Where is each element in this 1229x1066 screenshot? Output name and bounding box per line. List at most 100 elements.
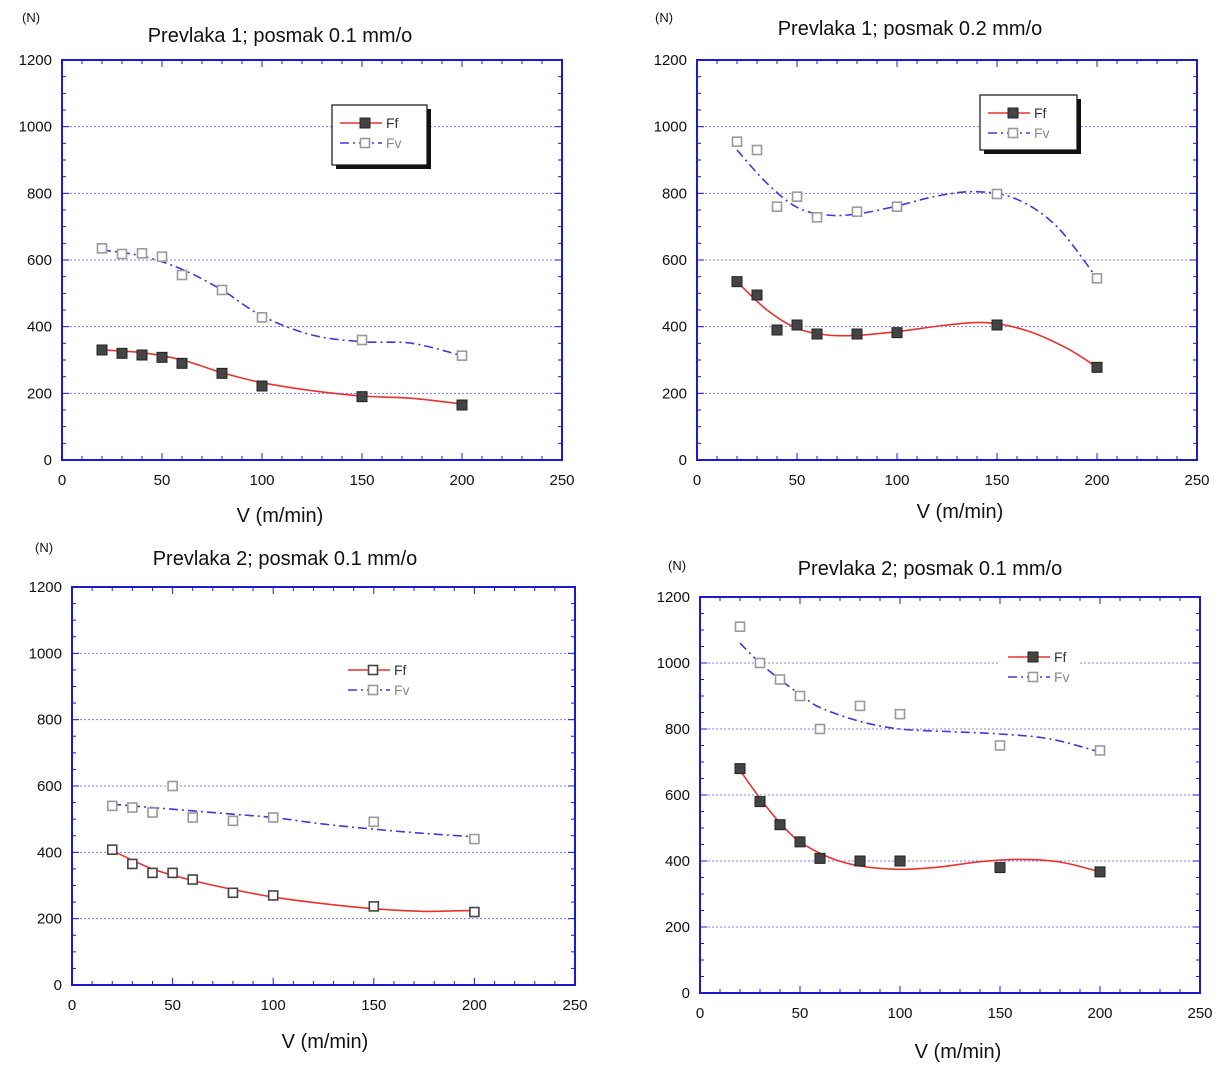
x-tick-label: 0 [696,1005,704,1022]
legend-marker-ff [367,664,379,676]
data-point-fv [136,248,148,259]
data-point-ff [227,887,239,899]
series-line-fv [101,249,463,357]
data-point-fv [894,708,906,720]
x-tick-label: 250 [1187,1005,1212,1022]
data-point-ff [469,906,480,918]
x-axis-label: V (m/min) [915,1041,1002,1063]
data-point-fv [167,780,178,792]
legend-label-ff: Ff [386,115,399,131]
x-tick-label: 0 [693,472,701,489]
x-tick-label: 200 [449,472,474,489]
data-point-fv [469,833,480,845]
data-point-fv [256,312,268,323]
legend-label-ff: Ff [394,662,407,678]
y-tick-label: 600 [37,778,62,795]
data-point-ff [794,836,806,848]
data-point-fv [754,657,766,669]
x-tick-label: 150 [361,997,386,1014]
x-tick-label: 0 [58,472,66,489]
data-point-fv [771,201,783,212]
legend-marker-ff [359,117,371,129]
data-point-ff [991,319,1003,331]
legend-marker-ff [1027,651,1039,663]
data-point-fv [127,802,138,813]
data-point-ff [894,855,906,867]
legend-box [979,94,1078,151]
data-point-fv [994,740,1006,751]
y-tick-label: 1200 [657,589,690,606]
data-point-ff [811,328,823,340]
data-point-fv [811,212,823,223]
data-point-fv [368,816,380,828]
x-tick-label: 100 [261,997,286,1014]
x-tick-label: 250 [549,472,574,489]
legend-label-fv: Fv [386,135,402,151]
data-point-fv [791,191,803,202]
data-point-fv [227,815,239,827]
x-tick-label: 150 [987,1005,1012,1022]
y-unit-label: (N) [655,10,673,25]
legend-label-fv: Fv [1054,669,1070,685]
legend-label-ff: Ff [1054,649,1067,665]
y-tick-label: 1000 [657,655,690,672]
x-tick-label: 150 [349,472,374,489]
x-tick-label: 50 [164,997,181,1014]
data-point-ff [267,890,279,901]
data-point-fv [731,136,743,147]
data-point-fv [267,812,279,823]
y-tick-label: 1000 [19,119,52,136]
chart-title: Prevlaka 2; posmak 0.1 mm/o [798,558,1063,580]
data-point-ff [994,862,1006,874]
y-tick-label: 0 [679,452,687,469]
y-tick-label: 800 [27,185,52,202]
data-point-ff [167,867,178,879]
series-line-ff [111,849,475,913]
legend-label-ff: Ff [1034,105,1047,121]
legend-marker-fv [367,684,379,696]
series-line-fv [112,803,475,838]
y-tick-label: 200 [665,919,690,936]
data-point-ff [356,391,368,403]
data-point-ff [127,858,138,870]
data-point-ff [1091,361,1103,373]
chart-panel-4: Prevlaka 2; posmak 0.1 mm/o (N) 0 50 100 150 2… [657,558,1213,1063]
x-tick-label: 200 [1084,472,1109,489]
y-tick-label: 800 [665,721,690,738]
legend: Ff Fv [979,94,1081,154]
y-tick-label: 400 [662,319,687,336]
y-tick-label: 1200 [19,52,52,69]
data-point-fv [156,251,168,262]
y-tick-label: 600 [665,787,690,804]
data-point-fv [96,243,108,254]
data-point-fv [734,621,746,633]
legend-label-fv: Fv [394,682,410,698]
data-point-ff [176,357,188,369]
x-axis-label: V (m/min) [917,501,1004,523]
y-tick-label: 600 [27,252,52,269]
data-point-fv [356,334,368,346]
data-point-fv [116,248,128,260]
data-point-fv [991,188,1003,200]
data-point-fv [774,674,786,685]
x-tick-label: 0 [68,997,76,1014]
x-tick-label: 200 [1087,1005,1112,1022]
y-tick-label: 200 [37,911,62,928]
legend-marker-fv [359,137,371,149]
data-point-ff [456,399,468,411]
x-tick-label: 200 [462,997,487,1014]
data-point-ff [891,327,903,339]
chart-panel-1: Prevlaka 1; posmak 0.1 mm/o (N) 0 50 100 150 2… [19,10,575,527]
y-unit-label: (N) [35,540,53,555]
legend-marker-ff [1007,107,1019,119]
data-point-ff [754,796,766,808]
x-tick-label: 100 [884,472,909,489]
data-point-fv [794,690,806,702]
data-point-fv [891,201,903,212]
data-point-fv [187,812,199,823]
x-tick-label: 150 [984,472,1009,489]
data-point-ff [751,289,763,301]
data-point-ff [136,349,148,361]
data-point-ff [256,380,268,392]
